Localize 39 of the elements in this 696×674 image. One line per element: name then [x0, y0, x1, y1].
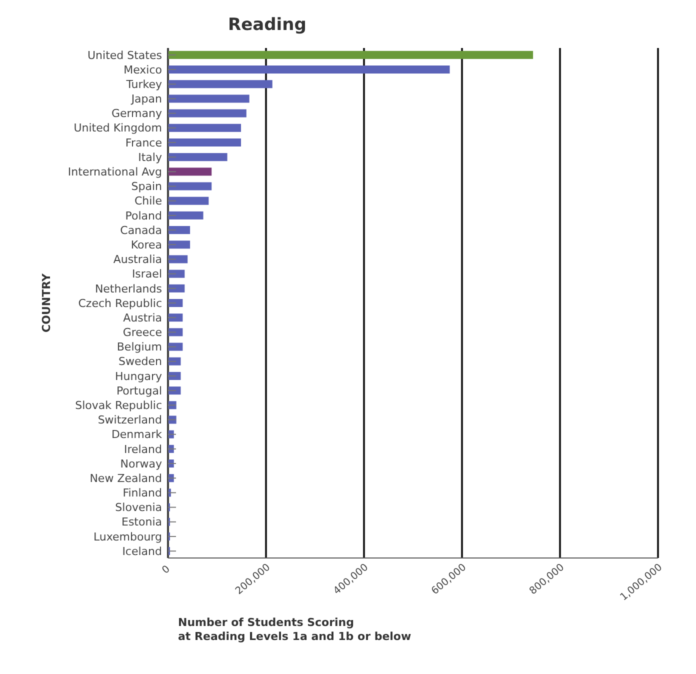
- y-tick-label: Switzerland: [98, 414, 162, 427]
- y-tick-label: Denmark: [111, 428, 163, 442]
- x-axis-title: Number of Students Scoring at Reading Levels 1a and 1b or below: [178, 616, 412, 643]
- y-tick-label: Israel: [132, 268, 162, 281]
- y-tick-label: Italy: [138, 150, 162, 164]
- y-tick-label: Australia: [113, 253, 162, 266]
- y-tick-label: Germany: [111, 107, 162, 120]
- y-tick-label: Norway: [120, 457, 162, 470]
- y-tick-label: Turkey: [125, 78, 162, 91]
- y-tick-label: United States: [88, 48, 162, 62]
- y-tick-label: Czech Republic: [78, 296, 162, 310]
- y-tick-label: Netherlands: [94, 282, 162, 296]
- y-tick-label: Iceland: [122, 544, 162, 558]
- y-tick-label: Ireland: [124, 442, 162, 456]
- y-tick-label: Poland: [125, 209, 162, 222]
- y-tick-label: United Kingdom: [74, 122, 162, 135]
- y-tick-label: Slovenia: [115, 501, 162, 514]
- y-tick-label: Japan: [130, 92, 162, 106]
- y-tick-label: Canada: [120, 224, 162, 237]
- y-tick-label: France: [125, 136, 162, 150]
- y-tick-label: Sweden: [118, 355, 162, 368]
- y-tick-label: New Zealand: [90, 472, 162, 485]
- y-tick-label: Belgium: [116, 340, 162, 354]
- y-axis-title: COUNTRY: [40, 272, 53, 332]
- y-tick-label: Korea: [130, 238, 162, 252]
- y-tick-label: Mexico: [124, 63, 162, 76]
- chart-title: Reading: [228, 15, 306, 35]
- y-tick-label: Hungary: [115, 370, 162, 383]
- y-tick-label: Estonia: [122, 516, 162, 529]
- y-tick-label: Slovak Republic: [75, 398, 162, 412]
- y-tick-label: Finland: [122, 486, 162, 500]
- y-tick-label: Luxembourg: [93, 530, 162, 544]
- y-tick-label: Spain: [131, 180, 162, 194]
- x-tick-label: 0: [160, 564, 172, 576]
- y-tick-label: Portugal: [116, 384, 162, 398]
- y-tick-label: International Avg: [68, 166, 162, 179]
- y-tick-label: Austria: [123, 311, 162, 324]
- y-tick-label: Greece: [122, 326, 162, 340]
- y-tick-label: Chile: [134, 194, 162, 208]
